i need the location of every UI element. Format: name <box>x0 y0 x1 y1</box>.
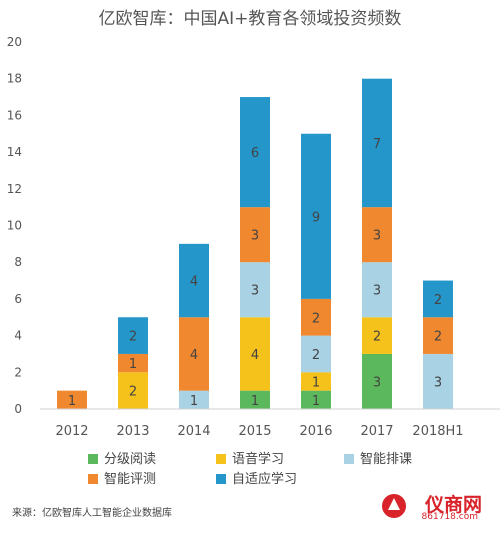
y-tick-label: 10 <box>7 219 22 233</box>
y-tick-label: 0 <box>14 402 22 416</box>
legend-item-graded-reading: 分级阅读 <box>88 448 156 467</box>
bar-segment <box>362 262 392 318</box>
bar-segment <box>301 335 331 373</box>
bar-segment <box>118 317 148 354</box>
x-tick-label: 2015 <box>238 424 271 439</box>
data-label: 4 <box>190 275 198 290</box>
bar-segment <box>301 133 331 299</box>
bar-segment <box>240 207 270 263</box>
bar-segment <box>423 317 453 354</box>
source-note: 来源：亿欧智库人工智能企业数据库 <box>12 508 172 519</box>
data-label: 1 <box>312 394 320 409</box>
watermark-logo-icon <box>382 494 406 518</box>
legend-label: 智能排课 <box>360 452 413 467</box>
data-label: 3 <box>373 229 381 244</box>
bar-segment <box>423 280 453 318</box>
data-label: 2 <box>434 330 442 345</box>
watermark: 仪商网 861718.com <box>372 490 492 524</box>
legend-item-smart-scheduling: 智能排课 <box>344 448 412 467</box>
y-tick-label: 16 <box>7 108 22 122</box>
data-label: 3 <box>434 375 442 390</box>
legend-item-speech-learning: 语音学习 <box>216 448 284 467</box>
data-label: 3 <box>251 284 259 299</box>
data-label: 2 <box>373 330 381 345</box>
y-tick-label: 8 <box>14 255 22 269</box>
bar-segment <box>240 262 270 318</box>
bar-area: 1 2 1 2 1 4 4 1 4 3 3 6 1 1 2 2 9 3 2 3 3 7 3 2 2 <box>57 78 453 409</box>
legend-label: 语音学习 <box>232 452 285 467</box>
y-tick-label: 12 <box>7 182 22 196</box>
data-label: 1 <box>190 394 198 409</box>
bar-segment <box>362 353 392 409</box>
data-label: 1 <box>68 394 76 409</box>
data-label: 2 <box>434 293 442 308</box>
bar-segment <box>240 97 270 208</box>
watermark-url: 861718.com <box>421 512 478 522</box>
x-tick-label: 2016 <box>299 424 332 439</box>
data-label: 4 <box>251 348 259 363</box>
bar-segment <box>57 390 87 409</box>
y-tick-label: 20 <box>7 35 22 49</box>
x-tick-label: 2017 <box>360 424 393 439</box>
bar-segment <box>362 207 392 263</box>
y-tick-label: 2 <box>14 365 22 379</box>
data-label: 2 <box>312 311 320 326</box>
data-label: 3 <box>373 284 381 299</box>
bar-segment <box>301 390 331 409</box>
legend-item-adaptive-learning: 自适应学习 <box>216 468 297 487</box>
bar-segment <box>118 372 148 409</box>
legend-swatch <box>88 474 98 484</box>
y-tick-label: 4 <box>14 329 22 343</box>
bar-segment <box>179 243 209 318</box>
bar-segment <box>240 317 270 391</box>
x-tick-label: 2018H1 <box>412 424 463 439</box>
bar-segment <box>179 390 209 409</box>
legend-label: 分级阅读 <box>104 452 157 467</box>
data-label: 2 <box>129 330 137 345</box>
x-tick-label: 2014 <box>177 424 210 439</box>
data-label: 3 <box>373 375 381 390</box>
data-label: 1 <box>251 394 259 409</box>
y-tick-label: 14 <box>7 145 22 159</box>
y-axis: 0 2 4 6 8 10 12 14 16 18 20 <box>7 35 22 416</box>
bar-segment <box>423 353 453 409</box>
data-label: 2 <box>312 348 320 363</box>
bar-segment <box>362 78 392 208</box>
watermark-brand: 仪商网 <box>424 494 482 516</box>
y-tick-label: 6 <box>14 292 22 306</box>
x-axis: 2012 2013 2014 2015 2016 2017 2018H1 <box>55 424 463 439</box>
bar-segment <box>179 317 209 391</box>
data-label: 9 <box>312 210 320 225</box>
data-label: 1 <box>312 375 320 390</box>
legend-swatch <box>216 454 226 464</box>
bar-segment <box>362 317 392 354</box>
legend-label: 自适应学习 <box>232 472 298 487</box>
legend-swatch <box>344 454 354 464</box>
data-label: 6 <box>251 146 259 161</box>
bar-segment <box>118 353 148 373</box>
legend-swatch <box>216 474 226 484</box>
legend-item-smart-assessment: 智能评测 <box>88 468 156 487</box>
legend-swatch <box>88 454 98 464</box>
data-label: 7 <box>373 137 381 152</box>
bar-segment <box>301 372 331 391</box>
bar-segment <box>240 390 270 409</box>
data-label: 2 <box>129 385 137 400</box>
bar-segment <box>301 298 331 336</box>
data-label: 3 <box>251 229 259 244</box>
x-tick-label: 2013 <box>116 424 149 439</box>
legend-label: 智能评测 <box>104 472 157 487</box>
data-label: 4 <box>190 348 198 363</box>
chart-title: 亿欧智库：中国AI+教育各领域投资频数 <box>98 9 402 29</box>
y-tick-label: 18 <box>7 72 22 86</box>
x-tick-label: 2012 <box>55 424 88 439</box>
data-label: 1 <box>129 357 137 372</box>
